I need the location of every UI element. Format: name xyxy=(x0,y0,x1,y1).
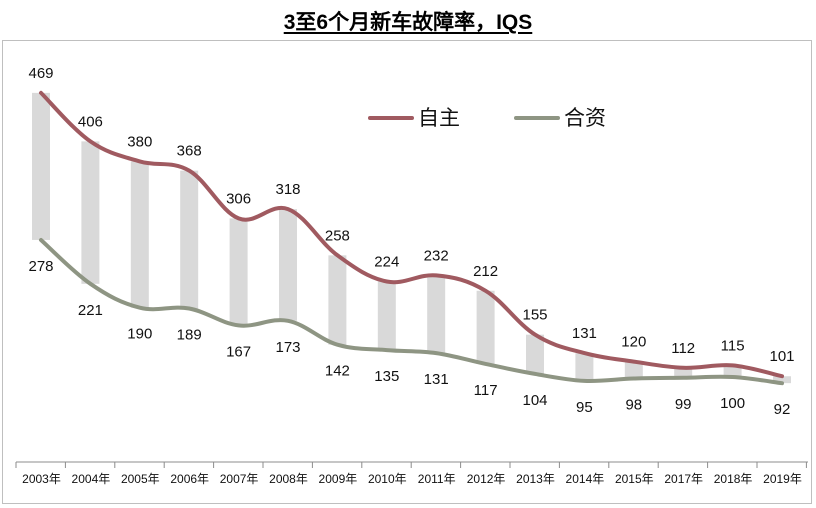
value-label-hezi-10: 104 xyxy=(522,392,547,409)
value-label-hezi-9: 117 xyxy=(474,382,498,399)
value-label-zizhu-1: 406 xyxy=(78,113,103,130)
gap-bar-0 xyxy=(32,92,50,240)
value-label-zizhu-15: 101 xyxy=(769,348,794,365)
x-tick-label-13: 2017年 xyxy=(664,472,703,486)
gap-bar-4 xyxy=(229,218,248,326)
legend-label-1: 合资 xyxy=(564,107,606,130)
value-label-zizhu-12: 120 xyxy=(621,334,646,351)
x-tick-label-7: 2010年 xyxy=(368,472,407,486)
x-tick-label-2: 2005年 xyxy=(121,472,160,486)
value-label-zizhu-14: 115 xyxy=(721,337,745,354)
x-tick-label-14: 2018年 xyxy=(714,472,753,486)
series-line-zizhu xyxy=(39,90,784,379)
x-tick-label-10: 2013年 xyxy=(516,472,555,486)
value-label-hezi-3: 189 xyxy=(177,326,202,343)
value-label-zizhu-9: 212 xyxy=(473,263,498,280)
gap-bar-13 xyxy=(674,367,693,378)
gap-bar-12 xyxy=(624,361,643,379)
x-tick-label-3: 2006年 xyxy=(170,472,209,486)
gap-bar-2 xyxy=(130,161,149,308)
value-label-hezi-1: 221 xyxy=(78,302,103,319)
x-tick-label-6: 2009年 xyxy=(319,472,358,486)
gap-bar-7 xyxy=(377,281,396,351)
gap-bar-1 xyxy=(81,141,100,284)
gap-bar-6 xyxy=(328,255,347,345)
value-label-zizhu-3: 368 xyxy=(177,143,202,160)
value-label-hezi-14: 100 xyxy=(720,395,745,412)
value-label-hezi-6: 142 xyxy=(325,363,350,380)
x-tick-label-9: 2012年 xyxy=(467,472,506,486)
value-label-zizhu-8: 232 xyxy=(424,247,449,264)
gap-bar-15 xyxy=(773,376,791,384)
value-label-zizhu-5: 318 xyxy=(275,181,300,198)
value-label-hezi-5: 173 xyxy=(275,339,300,356)
chart-frame xyxy=(2,40,812,504)
value-label-hezi-12: 98 xyxy=(625,397,642,414)
value-label-zizhu-0: 469 xyxy=(28,65,53,82)
value-label-zizhu-7: 224 xyxy=(374,254,399,271)
value-label-hezi-2: 190 xyxy=(127,326,152,343)
x-tick-label-15: 2019年 xyxy=(763,472,802,486)
value-label-zizhu-4: 306 xyxy=(226,190,251,207)
value-label-hezi-4: 167 xyxy=(226,343,251,360)
value-label-hezi-0: 278 xyxy=(28,258,53,275)
x-tick-label-4: 2007年 xyxy=(220,472,259,486)
x-tick-label-11: 2014年 xyxy=(566,472,605,486)
value-label-zizhu-6: 258 xyxy=(325,227,350,244)
value-label-zizhu-2: 380 xyxy=(127,133,152,150)
value-label-hezi-8: 131 xyxy=(424,371,449,388)
x-tick-label-12: 2015年 xyxy=(615,472,654,486)
chart-title: 3至6个月新车故障率，IQS xyxy=(283,11,533,34)
x-tick-label-1: 2004年 xyxy=(72,472,111,486)
value-label-zizhu-11: 131 xyxy=(572,325,597,342)
value-label-zizhu-10: 155 xyxy=(522,307,547,324)
series-line-hezi xyxy=(39,237,784,386)
value-label-hezi-11: 95 xyxy=(576,399,593,416)
value-label-hezi-7: 135 xyxy=(374,368,399,385)
gap-bar-14 xyxy=(723,365,742,377)
gap-bar-9 xyxy=(476,290,495,364)
gap-bar-11 xyxy=(575,353,594,381)
legend-label-0: 自主 xyxy=(418,107,460,130)
value-label-hezi-15: 92 xyxy=(774,401,791,418)
value-label-zizhu-13: 112 xyxy=(671,340,695,357)
gap-bar-5 xyxy=(279,209,297,321)
gap-bar-3 xyxy=(180,170,199,309)
gap-bar-10 xyxy=(526,334,544,374)
gap-bar-8 xyxy=(427,275,446,354)
value-label-hezi-13: 99 xyxy=(675,396,692,413)
x-tick-label-8: 2011年 xyxy=(418,472,456,486)
x-tick-label-5: 2008年 xyxy=(269,472,308,486)
x-tick-label-0: 2003年 xyxy=(22,472,61,486)
